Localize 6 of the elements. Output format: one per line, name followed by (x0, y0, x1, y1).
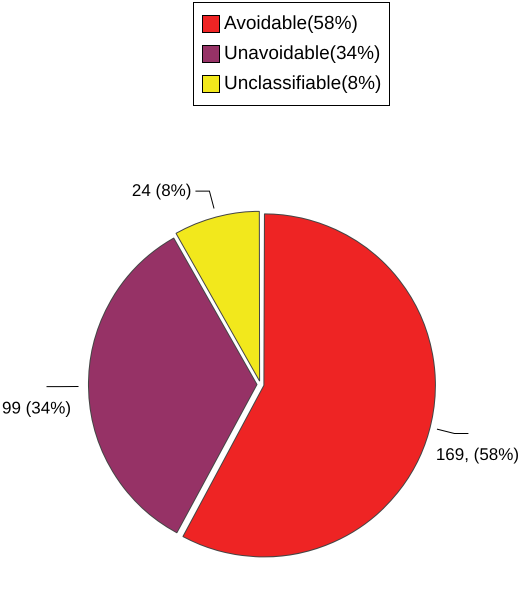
legend-label: Unavoidable(34%) (224, 42, 380, 66)
legend-label: Avoidable(58%) (224, 12, 358, 36)
legend-label: Unclassifiable(8%) (224, 72, 382, 96)
data-label: 24 (8%) (132, 180, 192, 200)
data-label: 99 (34%) (2, 398, 71, 418)
data-label: 169, (58%) (436, 445, 520, 464)
